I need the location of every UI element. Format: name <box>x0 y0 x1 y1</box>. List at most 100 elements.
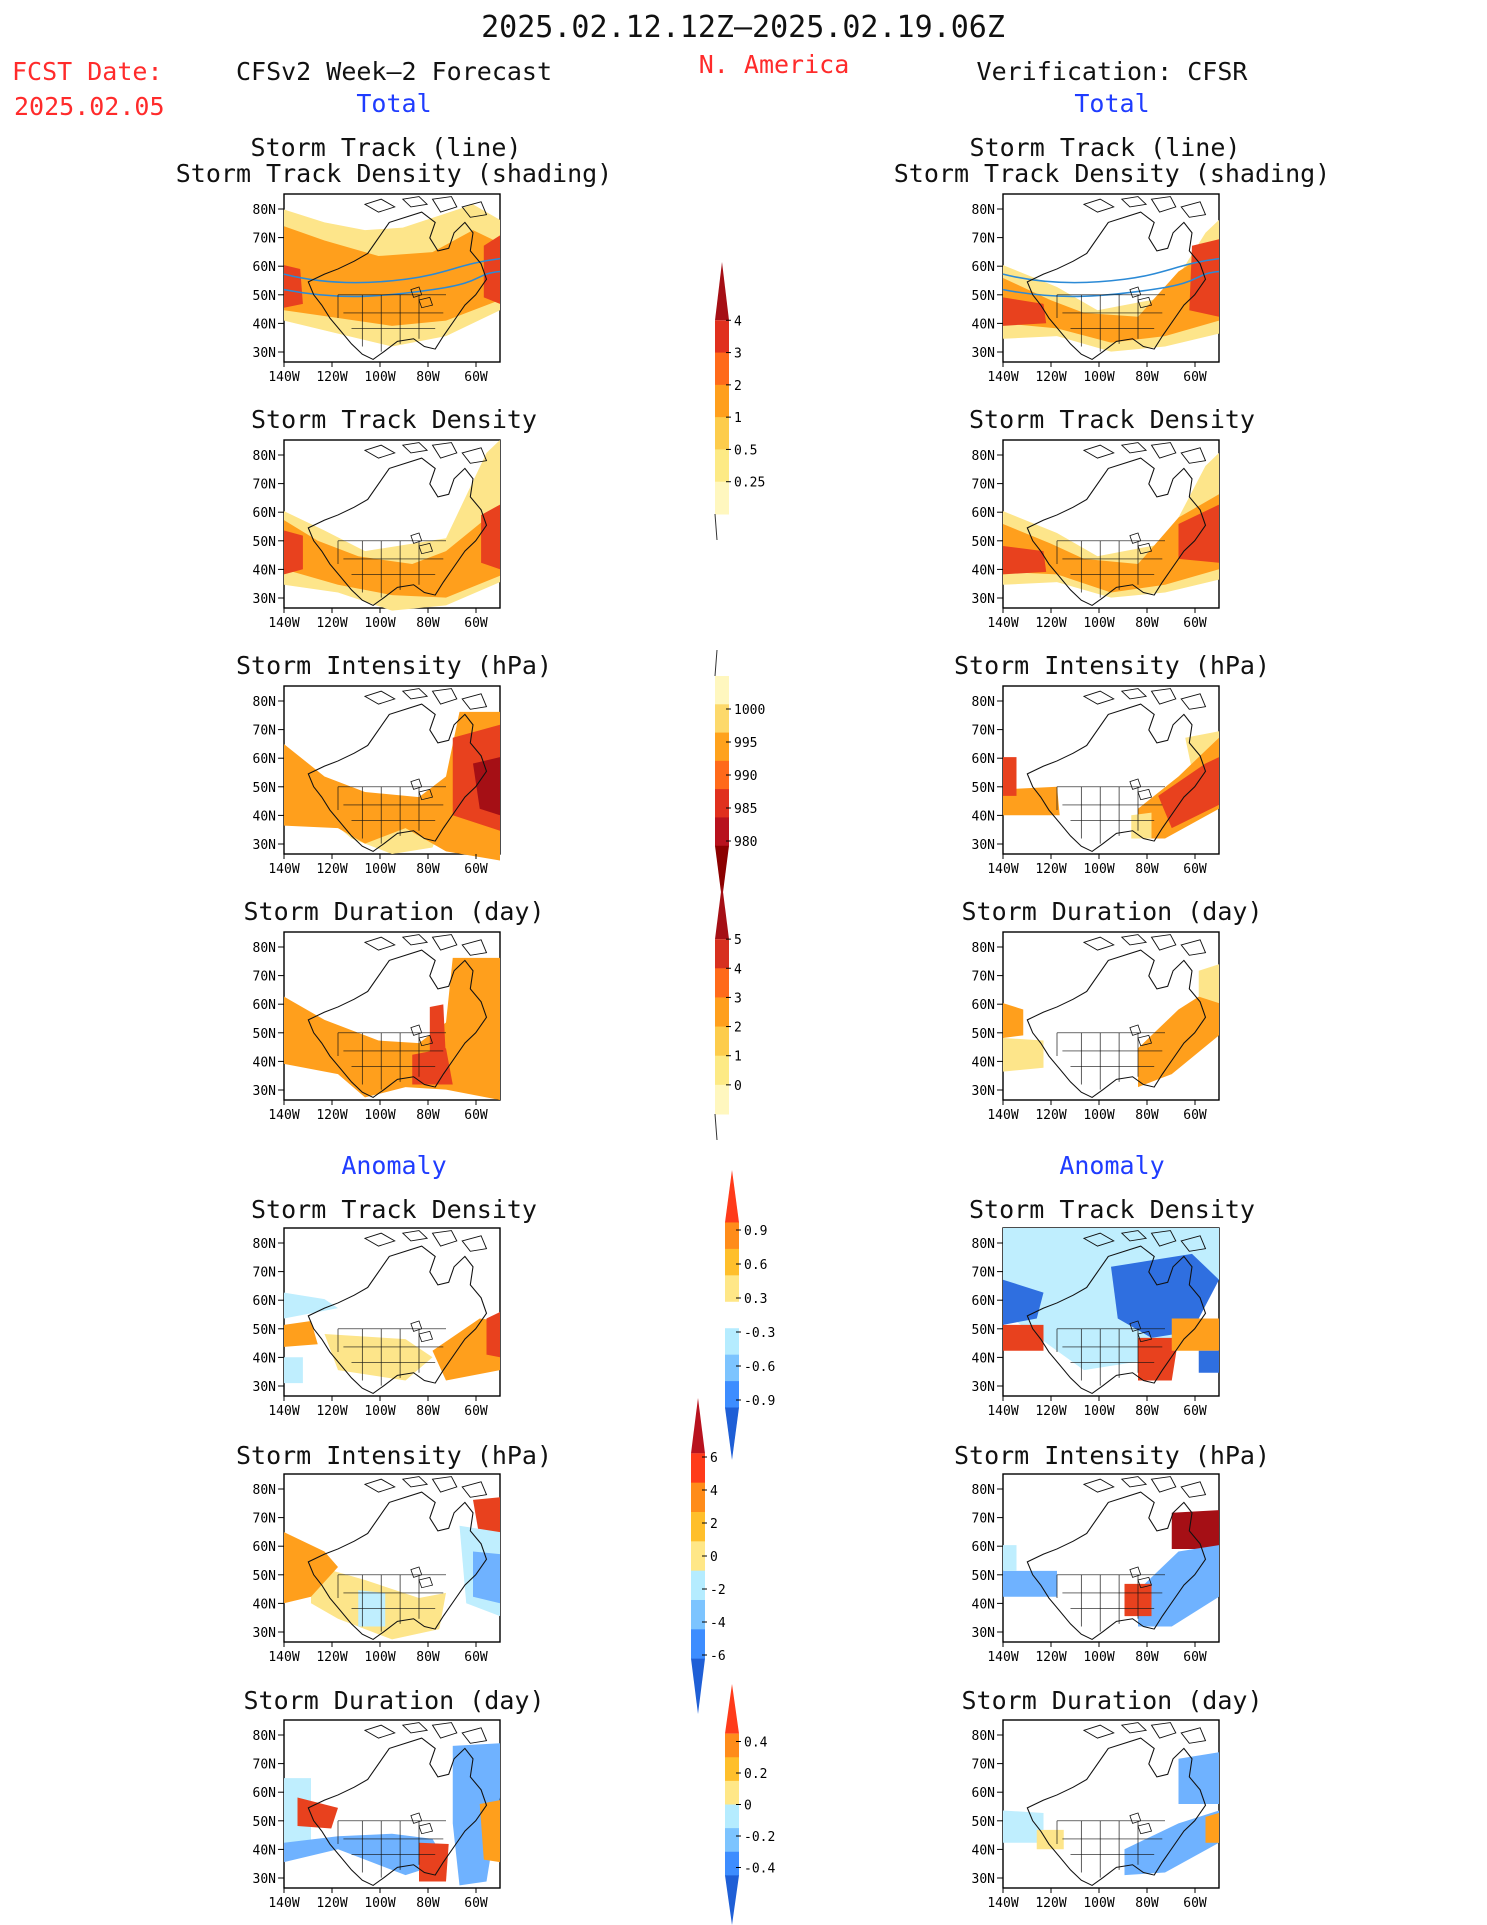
left-panel-2-lat-label: 50N <box>253 535 276 550</box>
colorbar-label: -0.4 <box>744 1862 775 1877</box>
right-panel-7-shade-lblu <box>1003 1810 1044 1843</box>
right-panel-3-shade-red <box>1003 757 1017 796</box>
right-panel-5-arctic-islands <box>1082 1230 1207 1252</box>
colorbar-swatch <box>725 1757 739 1782</box>
colorbar-label: -4 <box>710 1616 726 1631</box>
right-panel-4-lat-label: 70N <box>972 970 995 985</box>
right-panel-1-state-borders <box>1056 294 1166 352</box>
left-panel-1-lon-label: 120W <box>316 370 347 385</box>
right-panel-5-shade-red <box>1138 1337 1179 1381</box>
left-panel-4-lat-label: 80N <box>253 941 276 956</box>
left-panel-6-lon-label: 100W <box>364 1650 395 1665</box>
colorbar-swatch <box>691 1541 705 1572</box>
right-panel-2-shade-red <box>1178 504 1219 563</box>
left-panel-7-lat-label: 50N <box>253 1815 276 1830</box>
colorbar-swatch <box>725 1381 739 1409</box>
center-title: N. America <box>698 50 850 79</box>
left-panel-6-coastline <box>307 1491 488 1641</box>
right-panel-1-arctic-islands <box>1082 196 1207 218</box>
right-panel-1-shade-org <box>1003 245 1219 343</box>
left-panel-6-lon-label: 60W <box>464 1650 488 1665</box>
right-panel-1-lat-label: 40N <box>972 317 995 332</box>
right-panel-5-lat-label: 40N <box>972 1351 995 1366</box>
fcst-date: 2025.02.05 <box>14 92 165 121</box>
left-panel-3-lon-label: 120W <box>316 862 347 877</box>
right-panel-1-lon-label: 100W <box>1083 370 1114 385</box>
colorbar-arrow-top <box>715 262 729 321</box>
right-panel-5-lat-label: 50N <box>972 1323 995 1338</box>
colorbar-label: 2 <box>710 1517 718 1532</box>
left-panel-2-state-borders <box>337 540 447 598</box>
right-panel-1-lat-label: 70N <box>972 232 995 247</box>
right-panel-2-lat-label: 30N <box>972 592 995 607</box>
colorbar-swatch <box>715 384 729 418</box>
left-panel-1-lat-label: 60N <box>253 260 276 275</box>
date-range: 2025.02.12.12Z–2025.02.19.06Z <box>481 10 1005 45</box>
colorbar-swatch <box>715 939 729 969</box>
left-panel-1-lon-label: 100W <box>364 370 395 385</box>
colorbar-label: 995 <box>734 736 757 751</box>
colorbar-label: 4 <box>734 962 742 977</box>
right-panel-5-shade-org <box>1171 1318 1219 1351</box>
left-title: CFSv2 Week–2 Forecast <box>235 57 553 86</box>
right-panel-7-shade-mblu <box>1178 1752 1219 1804</box>
left-panel-1-arctic-islands <box>363 196 488 218</box>
right-panel-1-lat-label: 60N <box>972 260 995 275</box>
colorbar-swatch <box>715 997 729 1028</box>
left-panel-7-state-borders <box>337 1820 447 1878</box>
right-panel-2-arctic-islands <box>1082 442 1207 464</box>
colorbar-swatch <box>715 789 729 818</box>
left-panel-3-lat-label: 70N <box>253 724 276 739</box>
colorbar-swatch <box>725 1275 739 1303</box>
left-panel-5-shade-lblu <box>284 1292 338 1319</box>
left-panel-7-lat-label: 60N <box>253 1786 276 1801</box>
right-panel-3-lat-label: 70N <box>972 724 995 739</box>
left-panel-7-coastline <box>307 1737 488 1887</box>
left-panel-5-coastline <box>307 1245 488 1395</box>
left-panel-1-shade-red <box>284 265 303 308</box>
colorbar-label: 1 <box>734 411 742 426</box>
right-panel-3-lat-label: 40N <box>972 809 995 824</box>
colorbar-label: 0.3 <box>744 1292 767 1307</box>
left-panel-2-lon-label: 100W <box>364 616 395 631</box>
left-panel-1-lon-label: 80W <box>416 370 440 385</box>
colorbar-swatch <box>725 1328 739 1356</box>
right-title: Verification: CFSR <box>976 57 1248 86</box>
left-panel-5: 80N 70N 60N 50N 40N 30N 140W 120W 100W 80W 60W <box>253 1227 501 1419</box>
colorbar-swatch <box>715 817 729 847</box>
left-panel-7-lon-label: 120W <box>316 1896 347 1911</box>
left-panel-6-lat-label: 40N <box>253 1597 276 1612</box>
right-panel-6: 80N 70N 60N 50N 40N 30N 140W 120W 100W 80W 60W <box>972 1473 1220 1665</box>
colorbar-swatch <box>715 1084 729 1115</box>
right-anom-density-title: Storm Track Density <box>969 1195 1255 1224</box>
right-panel-3-shade-yel <box>1131 812 1152 839</box>
right-panel-7-state-borders <box>1056 1820 1166 1878</box>
right-panel-3-lon-label: 100W <box>1083 862 1114 877</box>
left-panel-6-lon-label: 80W <box>416 1650 440 1665</box>
left-panel-2-lat-label: 40N <box>253 563 276 578</box>
colorbar-total-intensity: 1000 995 990 985 980 <box>714 649 765 900</box>
colorbar-swatch <box>691 1482 705 1513</box>
left-panel-7-lon-label: 140W <box>268 1896 299 1911</box>
left-panel-2-lon-label: 60W <box>464 616 488 631</box>
right-panel-3-lat-label: 50N <box>972 781 995 796</box>
right-panel-4-lat-label: 50N <box>972 1027 995 1042</box>
colorbar-arrow-top <box>691 1398 705 1454</box>
right-panel-4-lon-label: 80W <box>1135 1108 1159 1123</box>
left-panel-5-lon-label: 140W <box>268 1404 299 1419</box>
left-panel-3-lat-label: 30N <box>253 838 276 853</box>
right-panel-5-lon-label: 60W <box>1183 1404 1207 1419</box>
right-panel-1: 80N 70N 60N 50N 40N 30N 140W 120W 100W 80W 60W <box>972 193 1220 385</box>
right-panel-4-shade-yel <box>1003 1037 1044 1072</box>
left-panel-5-shade-red <box>486 1312 500 1358</box>
left-panel-6-lon-label: 120W <box>316 1650 347 1665</box>
left-panel-7-arctic-islands <box>363 1722 488 1744</box>
left-panel-3-shade-dred <box>473 757 500 816</box>
left-panel-1-coastline <box>307 211 488 361</box>
right-panel-2-lat-label: 40N <box>972 563 995 578</box>
left-panel-3-lat-label: 40N <box>253 809 276 824</box>
left-panel-4-lat-label: 50N <box>253 1027 276 1042</box>
right-panel-6-shade-lblu <box>1003 1545 1017 1571</box>
right-panel-6-lon-label: 80W <box>1135 1650 1159 1665</box>
right-panel-6-state-borders <box>1056 1574 1166 1632</box>
